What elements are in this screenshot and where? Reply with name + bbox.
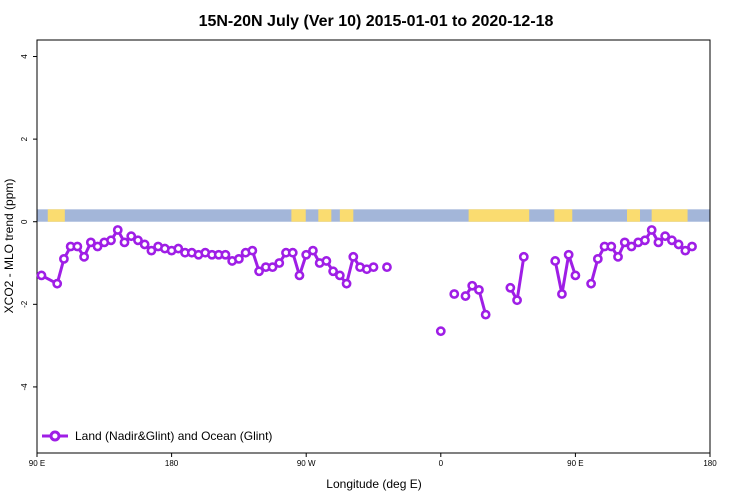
y-axis: -4 -2 0 2 4	[20, 54, 37, 391]
data-point	[119, 237, 130, 248]
data-point	[146, 245, 157, 256]
x-tick-label: 0	[439, 459, 444, 468]
legend-label: Land (Nadir&Glint) and Ocean (Glint)	[75, 429, 272, 443]
y-tick-label: -2	[20, 300, 29, 308]
y-tick-label: 0	[20, 219, 29, 224]
data-point	[348, 251, 359, 262]
data-point	[680, 245, 691, 256]
data-point	[133, 235, 143, 246]
data-point	[173, 243, 184, 254]
data-point	[640, 235, 650, 246]
data-point	[287, 247, 298, 258]
data-point	[606, 241, 617, 252]
data-point	[563, 249, 574, 260]
data-point	[106, 235, 116, 246]
data-point	[85, 237, 96, 248]
data-point	[267, 262, 278, 273]
data-point	[570, 270, 581, 281]
plot-frame	[36, 39, 711, 454]
x-axis: 90 E 180 90 W 0 90 E 180	[29, 453, 717, 468]
data-point	[505, 282, 516, 293]
data-point	[687, 241, 697, 252]
series-line	[553, 253, 577, 296]
x-tick-label: 180	[165, 459, 179, 468]
x-tick-label: 90 E	[567, 459, 583, 468]
data-point	[673, 239, 684, 250]
data-point	[126, 231, 137, 242]
data-point	[653, 237, 664, 248]
data-point	[341, 278, 352, 289]
data-point	[512, 295, 522, 306]
x-tick-label: 90 E	[29, 459, 45, 468]
data-point	[308, 245, 318, 256]
x-tick-label: 180	[703, 459, 717, 468]
data-point	[301, 249, 312, 260]
land-patch	[651, 209, 688, 222]
data-point	[294, 270, 305, 281]
data-point	[586, 278, 597, 289]
data-point	[36, 270, 47, 281]
data-point	[139, 239, 150, 250]
data-point	[613, 251, 623, 262]
chart-title: 15N-20N July (Ver 10) 2015-01-01 to 2020…	[199, 13, 554, 30]
data-point	[449, 289, 460, 299]
series-line	[509, 256, 526, 302]
legend-marker	[49, 430, 61, 442]
x-tick-label: 90 W	[297, 459, 316, 468]
data-point	[557, 289, 567, 299]
data-point	[646, 225, 657, 235]
data-point	[52, 278, 63, 289]
data-point	[592, 253, 603, 264]
y-tick-label: 4	[20, 54, 29, 59]
data-point	[660, 231, 671, 242]
data-point	[92, 241, 103, 252]
data-point	[518, 251, 529, 262]
data-point	[550, 256, 561, 266]
data-point	[626, 241, 637, 252]
data-point	[368, 262, 379, 273]
land-patch	[318, 209, 332, 222]
data-point	[274, 258, 285, 268]
land-ocean-band	[37, 209, 710, 222]
land-patch	[468, 209, 530, 222]
series-layer	[36, 225, 697, 337]
data-point	[59, 253, 69, 264]
data-point	[334, 270, 345, 281]
data-point	[619, 237, 630, 248]
data-point	[460, 291, 471, 301]
data-point	[666, 235, 677, 246]
data-point	[247, 245, 258, 256]
data-point	[480, 309, 491, 320]
data-point	[220, 249, 231, 260]
x-axis-label: Longitude (deg E)	[326, 477, 421, 491]
data-point	[328, 266, 339, 277]
legend: Land (Nadir&Glint) and Ocean (Glint)	[42, 429, 272, 443]
data-point	[321, 256, 332, 266]
data-point	[112, 225, 123, 235]
data-point	[435, 326, 446, 337]
land-patch	[626, 209, 641, 222]
land-patch	[554, 209, 573, 222]
land-patch	[291, 209, 306, 222]
data-point	[72, 241, 83, 252]
data-point	[382, 262, 392, 273]
ocean-band	[37, 209, 710, 222]
land-patch	[339, 209, 354, 222]
data-point	[254, 266, 264, 277]
y-tick-label: 2	[20, 136, 29, 141]
data-point	[233, 253, 244, 264]
y-tick-label: -4	[20, 383, 29, 391]
data-point	[467, 280, 478, 291]
y-axis-label: XCO2 - MLO trend (ppm)	[2, 179, 16, 314]
land-patch	[47, 209, 65, 222]
data-point	[79, 251, 90, 262]
data-point	[474, 284, 484, 295]
